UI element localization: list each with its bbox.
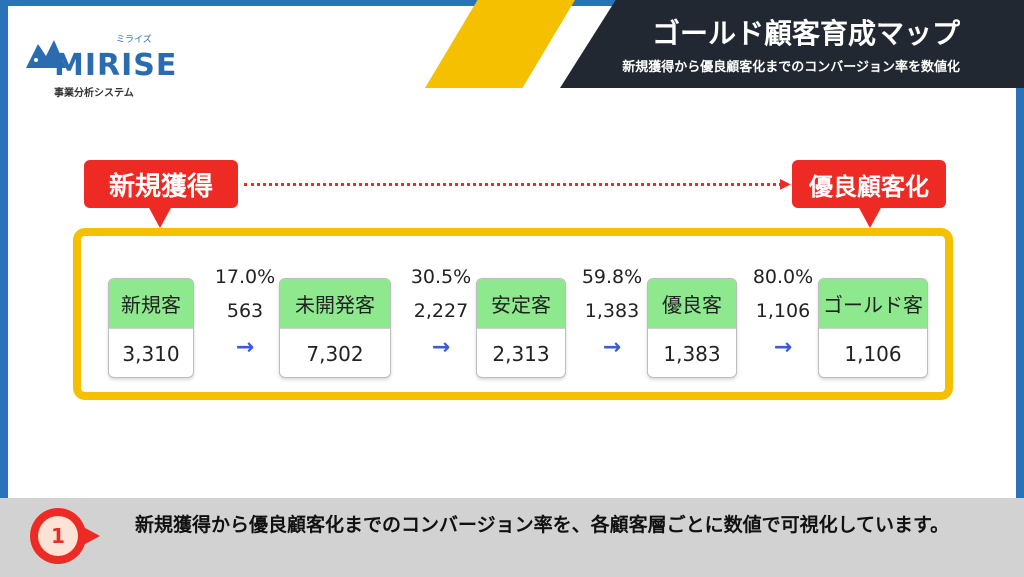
conversion-step-4: 80.0% 1,106 → <box>743 260 823 368</box>
stage-label: 未開発客 <box>280 279 390 329</box>
conversion-count: 1,383 <box>584 300 640 322</box>
conversion-step-1: 17.0% 563 → <box>205 260 285 368</box>
conversion-rate: 17.0% <box>214 266 276 288</box>
stage-card-gold: ゴールド客 1,106 <box>818 278 928 378</box>
footer-bar <box>0 498 1024 577</box>
stage-card-stable: 安定客 2,313 <box>476 278 566 378</box>
conversion-count: 563 <box>226 300 264 322</box>
stage-value: 1,383 <box>663 342 721 366</box>
conversion-flow: 新規客 3,310 17.0% 563 → 未開発客 7,302 30.5% 2… <box>73 228 953 400</box>
stage-card-undeveloped: 未開発客 7,302 <box>279 278 391 378</box>
dotted-connector-line <box>244 183 782 186</box>
stage-label: 新規客 <box>109 279 193 329</box>
logo-wordmark: MIRISE <box>54 48 178 83</box>
conversion-rate: 30.5% <box>410 266 472 288</box>
conversion-step-2: 30.5% 2,227 → <box>401 260 481 368</box>
stage-value: 3,310 <box>122 342 180 366</box>
step-number: 1 <box>38 516 78 556</box>
page-title: ゴールド顧客育成マップ <box>651 17 960 50</box>
stage-label: ゴールド客 <box>819 279 927 329</box>
footer-description: 新規獲得から優良顧客化までのコンバージョン率を、各顧客層ごとに数値で可視化してい… <box>135 514 950 536</box>
dotted-arrowhead-icon: ▶ <box>780 176 791 192</box>
right-arrow-icon: → <box>431 335 451 360</box>
start-callout-pointer <box>148 206 172 228</box>
header-accent-band <box>425 0 575 88</box>
mountain-logo-icon <box>26 40 66 68</box>
start-callout: 新規獲得 <box>84 160 238 208</box>
header-banner <box>560 0 1024 88</box>
conversion-rate: 59.8% <box>581 266 643 288</box>
end-callout-pointer <box>858 206 882 228</box>
logo-subtitle: 事業分析システム <box>54 88 134 99</box>
stage-value: 1,106 <box>844 342 902 366</box>
stage-card-new: 新規客 3,310 <box>108 278 194 378</box>
conversion-step-3: 59.8% 1,383 → <box>572 260 652 368</box>
logo: ミライズ MIRISE 事業分析システム <box>24 18 184 99</box>
conversion-count: 2,227 <box>413 300 469 322</box>
stage-label: 安定客 <box>477 279 565 329</box>
right-arrow-icon: → <box>235 335 255 360</box>
conversion-rate: 80.0% <box>752 266 814 288</box>
page-subtitle: 新規獲得から優良顧客化までのコンバージョン率を数値化 <box>622 60 960 75</box>
conversion-count: 1,106 <box>755 300 811 322</box>
stage-label: 優良客 <box>648 279 736 329</box>
stage-card-excellent: 優良客 1,383 <box>647 278 737 378</box>
right-arrow-icon: → <box>773 335 793 360</box>
logo-kana: ミライズ <box>116 35 152 45</box>
stage-value: 2,313 <box>492 342 550 366</box>
end-callout: 優良顧客化 <box>792 160 946 208</box>
right-arrow-icon: → <box>602 335 622 360</box>
stage-value: 7,302 <box>306 342 364 366</box>
